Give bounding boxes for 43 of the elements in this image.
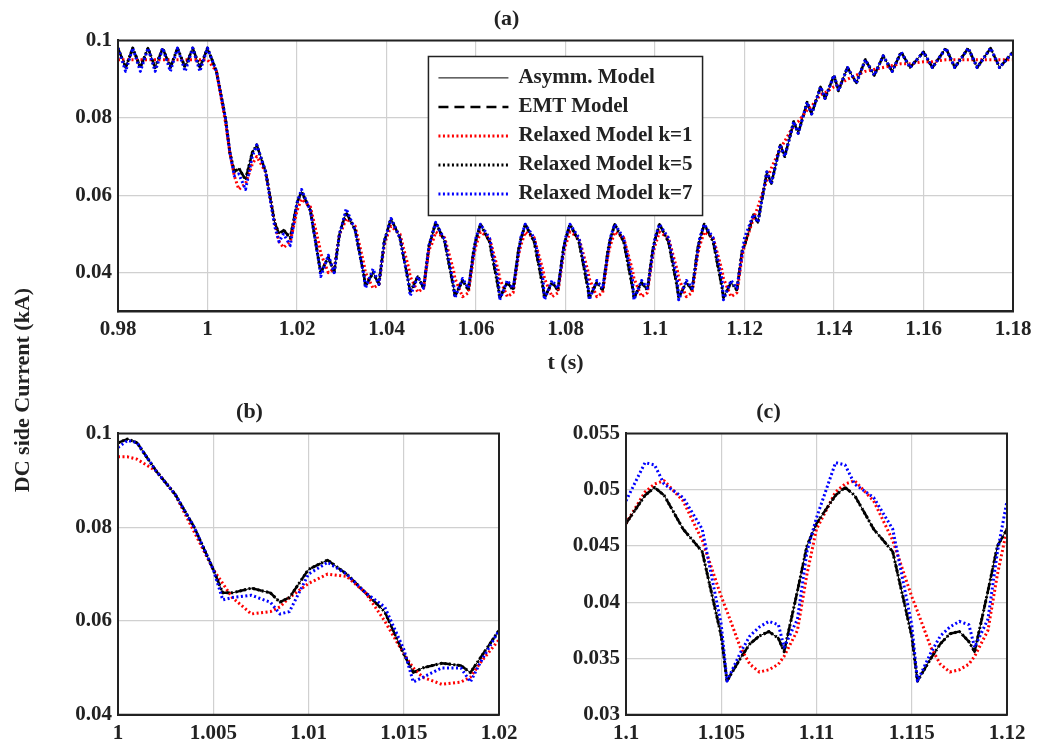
x-tick-label: 1.01 [290, 719, 327, 744]
y-tick-label: 0.04 [75, 259, 113, 284]
x-tick-label: 1.02 [480, 719, 518, 744]
y-tick-label: 0.1 [85, 26, 112, 51]
x-tick-label: 1 [202, 316, 213, 341]
x-tick-label: 1.16 [905, 316, 942, 341]
y-tick-label: 0.05 [583, 476, 620, 501]
x-tick-label: 1.14 [815, 316, 853, 341]
x-tick-label: 1.1 [641, 316, 669, 341]
chart-title: (b) [236, 397, 263, 423]
y-tick-label: 0.1 [85, 419, 112, 444]
x-tick-label: 1 [112, 719, 124, 744]
legend-label: Asymm. Model [518, 64, 656, 89]
x-tick-label: 1.02 [278, 316, 316, 341]
x-tick-label: 1.015 [380, 719, 428, 744]
y-axis-title: DC side Current (kA) [9, 287, 35, 493]
x-tick-label: 1.12 [726, 316, 763, 341]
legend-label: Relaxed Model k=7 [518, 180, 693, 205]
y-tick-label: 0.055 [572, 419, 620, 444]
y-tick-label: 0.06 [75, 607, 112, 632]
x-tick-label: 1.04 [368, 316, 406, 341]
x-tick-label: 1.06 [457, 316, 495, 341]
legend-label: EMT Model [518, 93, 629, 118]
x-tick-label: 1.08 [547, 316, 584, 341]
chart-title: (c) [756, 397, 781, 423]
y-tick-label: 0.045 [572, 532, 620, 557]
x-tick-label: 1.115 [888, 719, 935, 744]
x-tick-label: 1.12 [988, 719, 1026, 744]
x-tick-label: 0.98 [99, 316, 137, 341]
y-tick-label: 0.04 [583, 588, 621, 613]
y-tick-label: 0.06 [75, 181, 112, 206]
legend-label: Relaxed Model k=5 [518, 151, 693, 176]
x-tick-label: 1.005 [189, 719, 237, 744]
y-tick-label: 0.04 [75, 701, 113, 726]
y-tick-label: 0.08 [75, 513, 112, 538]
x-axis-title: t (s) [547, 349, 584, 375]
x-tick-label: 1.18 [994, 316, 1032, 341]
x-tick-label: 1.11 [798, 719, 835, 744]
y-tick-label: 0.08 [75, 104, 112, 129]
y-tick-label: 0.035 [572, 644, 620, 669]
chart-title: (a) [493, 4, 520, 30]
legend-label: Relaxed Model k=1 [518, 122, 693, 147]
x-tick-label: 1.105 [697, 719, 745, 744]
